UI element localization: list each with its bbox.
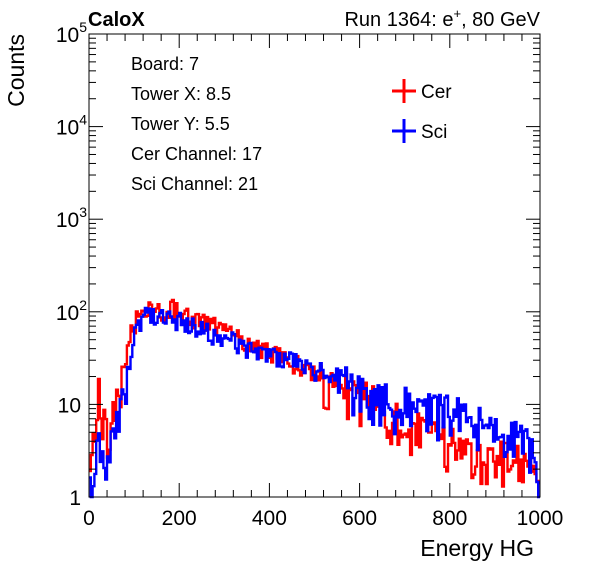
info-line: Cer Channel: 17 (131, 144, 262, 164)
y-tick-label: 104 (56, 112, 87, 140)
x-axis-title: Energy HG (420, 535, 534, 561)
info-line: Sci Channel: 21 (131, 174, 258, 194)
x-tick-label: 0 (83, 507, 95, 530)
run-label: Run 1364: e+, 80 GeV (344, 6, 540, 31)
experiment-label: CaloX (88, 9, 145, 31)
series-layer (89, 298, 540, 499)
y-tick-label: 105 (56, 19, 87, 47)
legend-label-sci: Sci (421, 122, 447, 143)
info-line: Tower Y: 5.5 (131, 114, 230, 134)
y-tick-label: 1 (69, 487, 81, 510)
legend-label-cer: Cer (421, 82, 452, 103)
info-line: Board: 7 (131, 54, 199, 74)
series-line-sci (89, 306, 540, 499)
x-tick-label: 400 (252, 507, 287, 530)
series-line-cer (89, 298, 540, 488)
run-label-prefix: Run 1364: e (344, 9, 453, 31)
y-axis-title: Counts (3, 34, 29, 107)
run-label-sup: + (453, 6, 461, 21)
tick-layer: 0 200 400 600 800 1000 1 10 102 103 104 105 (56, 19, 564, 530)
x-tick-label: 600 (342, 507, 377, 530)
y-tick-label: 103 (56, 204, 87, 232)
info-box: Board: 7 Tower X: 8.5 Tower Y: 5.5 Cer Chan… (131, 54, 262, 194)
y-tick-label: 102 (56, 297, 87, 325)
plot-frame (88, 33, 541, 498)
run-label-suffix: , 80 GeV (461, 9, 541, 31)
x-tick-label: 1000 (517, 507, 564, 530)
legend: Cer Sci (392, 79, 452, 143)
x-tick-label: 800 (432, 507, 467, 530)
x-tick-label: 200 (162, 507, 197, 530)
y-tick-label: 10 (58, 394, 81, 417)
info-line: Tower X: 8.5 (131, 84, 231, 104)
